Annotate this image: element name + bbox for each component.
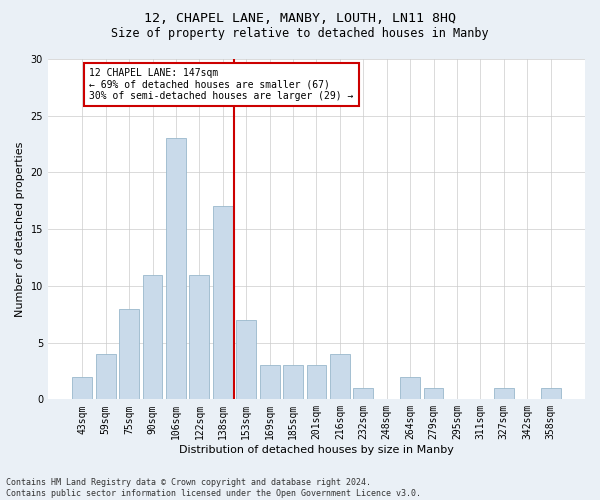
Bar — [119, 308, 139, 400]
Bar — [353, 388, 373, 400]
Bar — [283, 366, 303, 400]
Bar — [190, 274, 209, 400]
Bar — [541, 388, 560, 400]
Bar — [73, 376, 92, 400]
Bar — [330, 354, 350, 400]
Bar — [213, 206, 233, 400]
X-axis label: Distribution of detached houses by size in Manby: Distribution of detached houses by size … — [179, 445, 454, 455]
Y-axis label: Number of detached properties: Number of detached properties — [15, 142, 25, 317]
Text: Size of property relative to detached houses in Manby: Size of property relative to detached ho… — [111, 28, 489, 40]
Bar — [260, 366, 280, 400]
Text: 12 CHAPEL LANE: 147sqm
← 69% of detached houses are smaller (67)
30% of semi-det: 12 CHAPEL LANE: 147sqm ← 69% of detached… — [89, 68, 353, 102]
Bar — [424, 388, 443, 400]
Bar — [143, 274, 163, 400]
Text: 12, CHAPEL LANE, MANBY, LOUTH, LN11 8HQ: 12, CHAPEL LANE, MANBY, LOUTH, LN11 8HQ — [144, 12, 456, 26]
Text: Contains HM Land Registry data © Crown copyright and database right 2024.
Contai: Contains HM Land Registry data © Crown c… — [6, 478, 421, 498]
Bar — [236, 320, 256, 400]
Bar — [307, 366, 326, 400]
Bar — [166, 138, 186, 400]
Bar — [400, 376, 420, 400]
Bar — [494, 388, 514, 400]
Bar — [96, 354, 116, 400]
